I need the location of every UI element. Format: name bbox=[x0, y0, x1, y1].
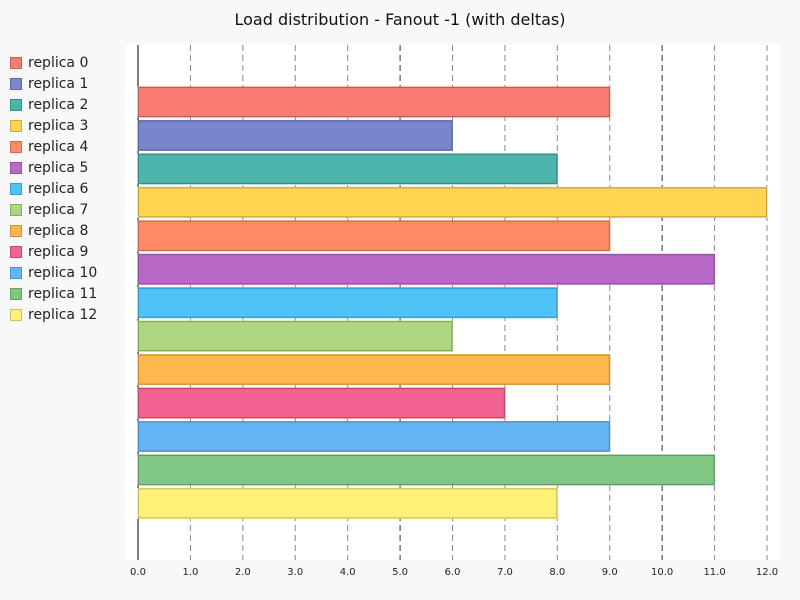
legend-label: replica 10 bbox=[28, 264, 98, 281]
bar-outline bbox=[138, 87, 610, 117]
legend-label: replica 1 bbox=[28, 75, 89, 92]
legend-swatch bbox=[10, 182, 22, 195]
bar-replica-3 bbox=[137, 186, 768, 218]
bar-replica-12 bbox=[137, 487, 558, 519]
bar-outline bbox=[138, 153, 558, 184]
x-tick-label: 4.0 bbox=[340, 567, 356, 578]
legend-swatch bbox=[10, 161, 22, 174]
bar-replica-10 bbox=[137, 421, 611, 452]
bar-outline bbox=[138, 321, 453, 352]
legend-item: replica 4 bbox=[10, 136, 97, 157]
bar-replica-0 bbox=[137, 86, 611, 118]
bar-replica-8 bbox=[137, 354, 611, 386]
chart-title: Load distribution - Fanout -1 (with delt… bbox=[234, 10, 566, 29]
legend-item: replica 0 bbox=[10, 52, 97, 73]
legend-label: replica 3 bbox=[28, 117, 89, 134]
legend-label: replica 0 bbox=[28, 54, 89, 71]
bar-outline bbox=[138, 488, 558, 519]
x-tick-label: 3.0 bbox=[287, 567, 303, 578]
bar-outline bbox=[138, 187, 767, 218]
bar-outline bbox=[138, 421, 610, 452]
legend-item: replica 3 bbox=[10, 115, 97, 136]
x-tick-label: 6.0 bbox=[445, 567, 461, 578]
bar-outline bbox=[138, 454, 715, 485]
x-tick-label: 9.0 bbox=[602, 567, 618, 578]
x-tick-label: 5.0 bbox=[392, 567, 408, 578]
bar-replica-4 bbox=[137, 220, 611, 252]
legend-swatch bbox=[10, 119, 22, 132]
legend-swatch bbox=[10, 203, 22, 216]
bar-replica-7 bbox=[137, 320, 453, 352]
x-tick-label: 8.0 bbox=[549, 567, 565, 578]
legend-item: replica 12 bbox=[10, 304, 97, 325]
legend-label: replica 12 bbox=[28, 306, 98, 323]
legend-label: replica 2 bbox=[28, 96, 89, 113]
legend-label: replica 6 bbox=[28, 180, 89, 197]
x-tick-label: 11.0 bbox=[703, 567, 725, 578]
legend-label: replica 8 bbox=[28, 222, 89, 239]
bar-outline bbox=[138, 220, 610, 251]
legend-label: replica 7 bbox=[28, 201, 89, 218]
legend-label: replica 5 bbox=[28, 159, 89, 176]
legend-item: replica 10 bbox=[10, 262, 97, 283]
legend-item: replica 8 bbox=[10, 220, 97, 241]
legend-swatch bbox=[10, 287, 22, 300]
legend-swatch bbox=[10, 224, 22, 237]
x-tick-label: 12.0 bbox=[756, 567, 778, 578]
x-tick-label: 2.0 bbox=[235, 567, 251, 578]
legend: replica 0 replica 1 replica 2 replica 3 repl… bbox=[10, 52, 97, 325]
legend-label: replica 11 bbox=[28, 285, 98, 302]
legend-item: replica 9 bbox=[10, 241, 97, 262]
bar-replica-5 bbox=[137, 253, 716, 285]
legend-swatch bbox=[10, 98, 22, 111]
legend-label: replica 9 bbox=[28, 243, 89, 260]
legend-swatch bbox=[10, 266, 22, 279]
legend-swatch bbox=[10, 140, 22, 153]
x-tick-label: 7.0 bbox=[497, 567, 513, 578]
bar-outline bbox=[138, 287, 558, 318]
bar-replica-6 bbox=[137, 287, 558, 319]
legend-item: replica 1 bbox=[10, 73, 97, 94]
legend-item: replica 6 bbox=[10, 178, 97, 199]
legend-item: replica 11 bbox=[10, 283, 97, 304]
x-tick-label: 0.0 bbox=[130, 567, 146, 578]
x-tick-label: 10.0 bbox=[651, 567, 673, 578]
bar-outline bbox=[138, 388, 505, 419]
legend-swatch bbox=[10, 77, 22, 90]
bar-replica-11 bbox=[137, 454, 716, 486]
x-tick-label: 1.0 bbox=[182, 567, 198, 578]
bar-outline bbox=[138, 254, 715, 285]
legend-label: replica 4 bbox=[28, 138, 89, 155]
legend-item: replica 5 bbox=[10, 157, 97, 178]
legend-item: replica 2 bbox=[10, 94, 97, 115]
legend-swatch bbox=[10, 56, 22, 69]
bar-replica-2 bbox=[137, 153, 558, 185]
bar-outline bbox=[138, 354, 610, 385]
legend-swatch bbox=[10, 308, 22, 321]
legend-swatch bbox=[10, 245, 22, 258]
legend-item: replica 7 bbox=[10, 199, 97, 220]
bar-replica-1 bbox=[137, 119, 453, 151]
bar-outline bbox=[138, 120, 453, 151]
bar-replica-9 bbox=[137, 387, 506, 419]
